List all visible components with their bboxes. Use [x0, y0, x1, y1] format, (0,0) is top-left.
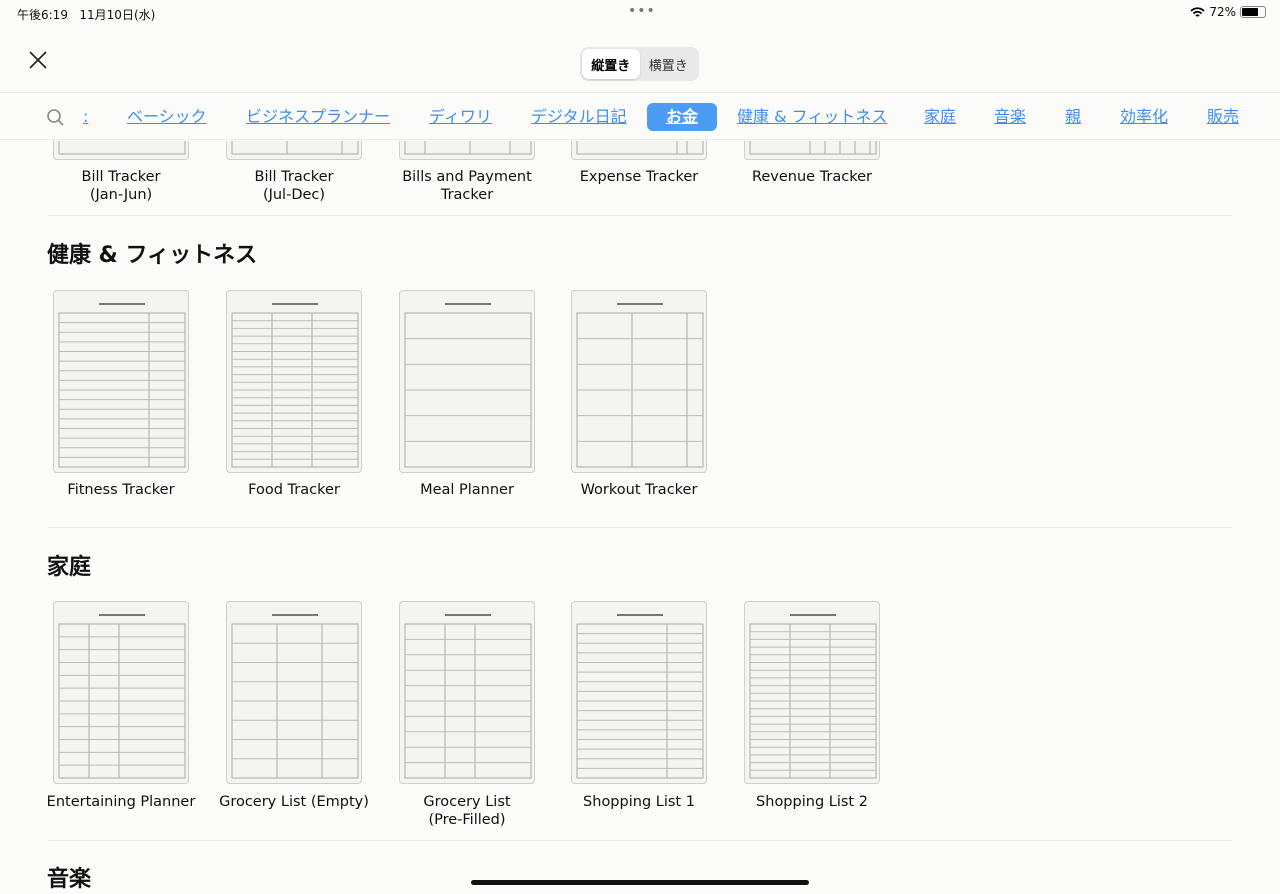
- template-label: Fitness Tracker: [67, 482, 175, 498]
- template-label: Shopping List 2: [756, 794, 868, 810]
- template-thumbnail[interactable]: [399, 141, 535, 160]
- tab-basic[interactable]: ベーシック: [127, 107, 207, 126]
- template-label: Expense Tracker: [579, 169, 699, 185]
- section-heading: 家庭: [47, 555, 92, 580]
- close-icon[interactable]: [27, 49, 49, 71]
- landscape-option[interactable]: 横置き: [648, 58, 688, 74]
- home-indicator[interactable]: [471, 880, 809, 885]
- template-card[interactable]: Bill Tracker (Jul-Dec): [226, 141, 362, 203]
- template-card[interactable]: Shopping List 2: [744, 601, 880, 810]
- template-label: Grocery List (Pre-Filled): [423, 794, 511, 828]
- template-thumbnail[interactable]: [571, 601, 707, 784]
- template-gallery: Bill Tracker (Jan-Jun) Bill Tracker (Jul-De…: [0, 141, 1280, 894]
- template-thumbnail[interactable]: [744, 601, 880, 784]
- template-thumbnail[interactable]: [571, 290, 707, 473]
- template-label: Revenue Tracker: [751, 169, 873, 185]
- tab-productivity[interactable]: 効率化: [1120, 107, 1169, 126]
- template-thumbnail[interactable]: [226, 601, 362, 784]
- tab-parent[interactable]: 親: [1065, 107, 1082, 126]
- section-divider: [47, 840, 1233, 841]
- tab-digital-diary[interactable]: デジタル日記: [531, 107, 627, 126]
- orientation-toggle[interactable]: 縦置き 横置き: [580, 47, 699, 81]
- template-card[interactable]: Meal Planner: [399, 290, 535, 498]
- template-label: Workout Tracker: [580, 482, 698, 498]
- tab-more[interactable]: :: [83, 107, 89, 126]
- section-divider: [47, 215, 1233, 216]
- tab-business-planner[interactable]: ビジネスプランナー: [246, 107, 391, 126]
- template-label: Shopping List 1: [583, 794, 695, 810]
- template-card[interactable]: Grocery List (Empty): [219, 601, 369, 810]
- template-label: Grocery List (Empty): [219, 794, 369, 810]
- template-card[interactable]: Revenue Tracker: [744, 141, 880, 185]
- battery-percent: 72%: [1209, 5, 1236, 19]
- template-card[interactable]: Bills and Payment Tracker: [399, 141, 535, 203]
- section-heading: 健康 & フィットネス: [47, 243, 258, 268]
- status-time: 午後6:19 11月10日(水): [17, 8, 156, 22]
- wifi-icon: [1190, 6, 1205, 17]
- template-thumbnail[interactable]: [53, 290, 189, 473]
- section-divider: [47, 527, 1233, 528]
- template-thumbnail[interactable]: [744, 141, 880, 160]
- template-card[interactable]: Fitness Tracker: [53, 290, 189, 498]
- search-icon[interactable]: [46, 108, 65, 127]
- template-label: Entertaining Planner: [46, 794, 196, 810]
- template-thumbnail[interactable]: [399, 601, 535, 784]
- template-card[interactable]: Expense Tracker: [571, 141, 707, 185]
- tab-home[interactable]: 家庭: [924, 107, 957, 126]
- tab-health-fitness[interactable]: 健康 & フィットネス: [737, 107, 888, 126]
- battery-icon: [1240, 6, 1266, 18]
- template-card[interactable]: Bill Tracker (Jan-Jun): [53, 141, 189, 203]
- template-thumbnail[interactable]: [53, 601, 189, 784]
- template-card[interactable]: Workout Tracker: [571, 290, 707, 498]
- template-label: Meal Planner: [420, 482, 514, 498]
- template-label: Bill Tracker (Jan-Jun): [81, 169, 161, 203]
- template-thumbnail[interactable]: [571, 141, 707, 160]
- template-thumbnail[interactable]: [226, 141, 362, 160]
- status-bar: 午後6:19 11月10日(水) ••• 72%: [0, 0, 1280, 26]
- portrait-option[interactable]: 縦置き: [582, 49, 640, 79]
- template-label: Bill Tracker (Jul-Dec): [254, 169, 334, 203]
- tab-music[interactable]: 音楽: [994, 107, 1027, 126]
- template-thumbnail[interactable]: [399, 290, 535, 473]
- tab-diwali[interactable]: ディワリ: [429, 107, 492, 126]
- template-card[interactable]: Entertaining Planner: [47, 601, 195, 810]
- template-thumbnail[interactable]: [226, 290, 362, 473]
- category-bar: : ベーシック ビジネスプランナー ディワリ デジタル日記 お金 健康 & フィ…: [0, 92, 1280, 140]
- tab-sales[interactable]: 販売: [1207, 107, 1240, 126]
- tab-money[interactable]: お金: [647, 103, 718, 131]
- template-label: Food Tracker: [248, 482, 340, 498]
- template-card[interactable]: Grocery List (Pre-Filled): [399, 601, 535, 828]
- section-heading: 音楽: [47, 867, 92, 892]
- multitasking-dots-icon[interactable]: •••: [628, 3, 656, 19]
- template-card[interactable]: Food Tracker: [226, 290, 362, 498]
- template-card[interactable]: Shopping List 1: [571, 601, 707, 810]
- template-thumbnail[interactable]: [53, 141, 189, 160]
- template-label: Bills and Payment Tracker: [402, 169, 532, 203]
